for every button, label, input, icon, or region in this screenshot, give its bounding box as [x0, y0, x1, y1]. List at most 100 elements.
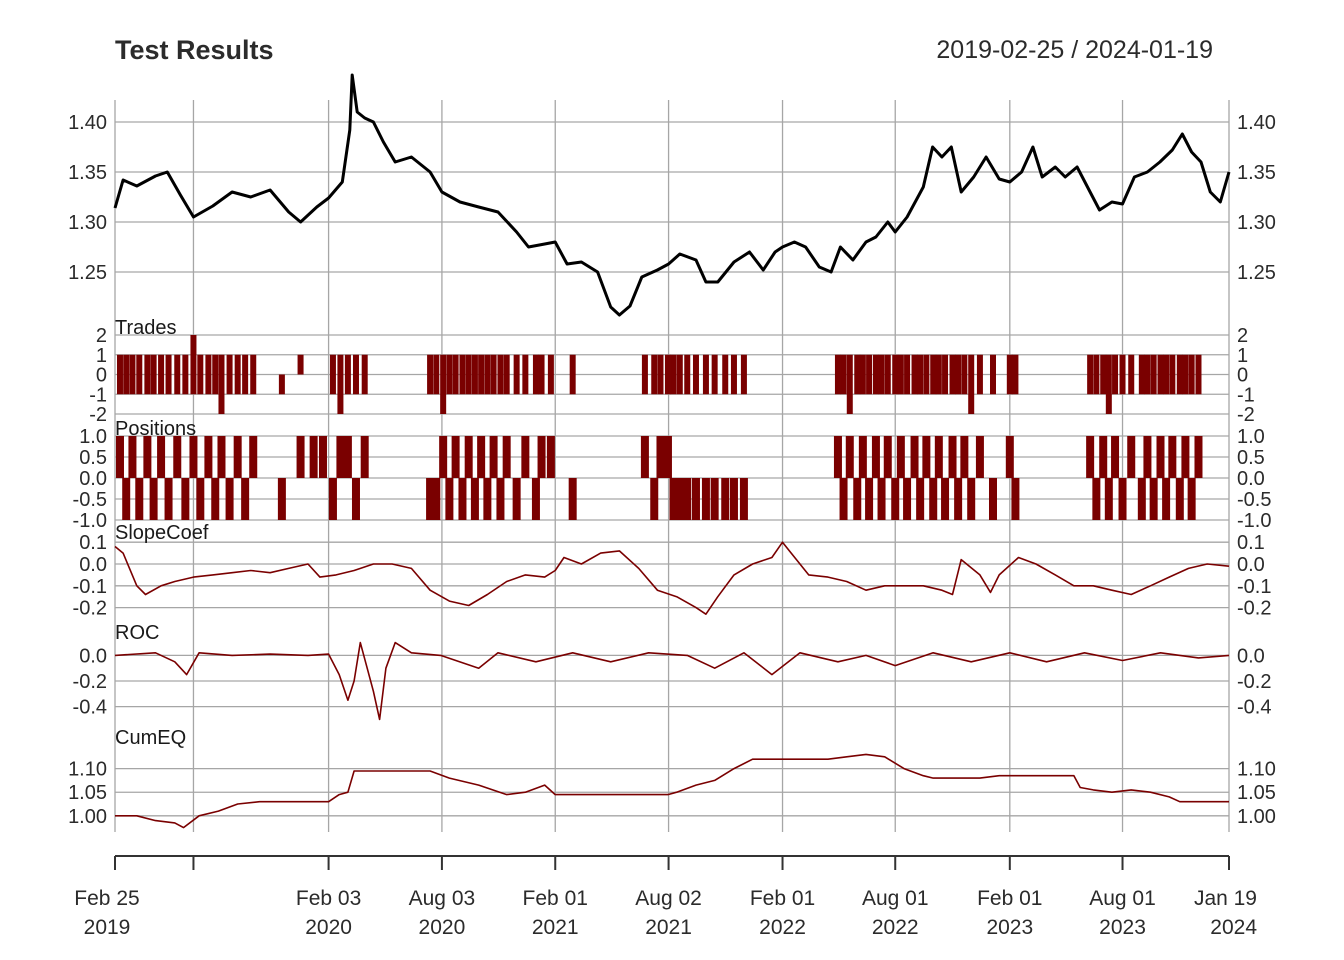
trade-bar [692, 374, 699, 395]
position-bar [181, 478, 190, 520]
trade-bar [226, 354, 233, 375]
position-bar [1099, 436, 1108, 478]
trade-bar [917, 374, 924, 395]
trade-bar [935, 374, 942, 395]
panel-label-trades: Trades [115, 317, 177, 339]
trade-bar [205, 354, 212, 375]
trade-bar [344, 374, 351, 395]
position-bar [967, 478, 976, 520]
position-bar [1181, 436, 1190, 478]
y-tick-label-right: 0.0 [1237, 554, 1265, 576]
trade-bar [446, 354, 453, 375]
trade-bar [433, 354, 440, 375]
trade-bar [1150, 374, 1157, 395]
trade-bar [1188, 374, 1195, 395]
trade-bar [904, 374, 911, 395]
trade-bar [471, 354, 478, 375]
series-line-slopecoef [114, 541, 1230, 616]
y-tick-label-right: 0.1 [1237, 532, 1265, 554]
trade-bar [361, 354, 368, 375]
trade-bar [897, 374, 904, 395]
x-tick-year: 2022 [759, 916, 806, 939]
trade-bar [440, 374, 447, 414]
y-tick-label-right: 1.35 [1237, 162, 1276, 184]
trade-bar [452, 354, 459, 375]
trade-bar [329, 374, 336, 395]
position-bar [211, 478, 220, 520]
position-bar [896, 436, 905, 478]
panel-label-slopecoef: SlopeCoef [115, 522, 209, 544]
position-bar [988, 478, 997, 520]
y-tick-label-left: -0.2 [73, 671, 107, 693]
trade-bar [955, 354, 962, 375]
position-bar [249, 436, 258, 478]
trade-bar [158, 354, 165, 375]
trade-bar [730, 354, 737, 375]
trade-bar [129, 374, 136, 395]
trade-bar [1176, 374, 1183, 395]
y-tick-label-right: -0.2 [1237, 598, 1271, 620]
trade-bar [465, 354, 472, 375]
y-tick-label-left: -0.4 [73, 697, 107, 719]
position-bar [296, 436, 305, 478]
trade-bar [1087, 354, 1094, 375]
x-tick-label: Feb 01 [977, 887, 1042, 910]
trade-bar [1163, 374, 1170, 395]
position-bar [853, 478, 862, 520]
trade-bar [190, 335, 197, 375]
x-tick-label: Jan 19 [1194, 887, 1257, 910]
position-bar [135, 478, 144, 520]
x-tick-year: 2020 [419, 916, 466, 939]
y-tick-label-left: -1 [89, 384, 107, 406]
y-tick-label-right: -2 [1237, 404, 1255, 426]
x-tick-year: 2021 [532, 916, 579, 939]
trade-bar [1144, 374, 1151, 395]
x-tick-label: Aug 02 [635, 887, 702, 910]
position-bar [318, 436, 327, 478]
trade-bar [1182, 354, 1189, 375]
trade-bar [676, 354, 683, 375]
position-bar [483, 478, 492, 520]
trade-bar [250, 374, 257, 395]
position-bar [975, 436, 984, 478]
position-bar [328, 478, 337, 520]
position-bar [458, 478, 467, 520]
position-bar [871, 436, 880, 478]
y-tick-label-left: 1.0 [79, 426, 107, 448]
trade-bar [218, 374, 225, 414]
trade-bar [329, 354, 336, 375]
trade-bar [923, 374, 930, 395]
trade-bar [129, 354, 136, 375]
y-tick-label-right: 1.30 [1237, 212, 1276, 234]
trade-bar [478, 374, 485, 395]
trade-bar [1138, 354, 1145, 375]
trade-bar [1195, 374, 1202, 395]
trade-bar [136, 354, 143, 375]
trade-bar [446, 374, 453, 395]
position-bar [669, 478, 678, 520]
trade-bar [692, 354, 699, 375]
trade-bar [664, 354, 671, 375]
trade-bar [722, 374, 729, 395]
trade-bar [955, 374, 962, 395]
position-bar [683, 478, 692, 520]
trade-bar [961, 354, 968, 375]
trade-bar [158, 374, 165, 395]
trade-bar [1119, 354, 1126, 375]
y-tick-label-left: 1 [96, 345, 107, 367]
position-bar [157, 436, 166, 478]
position-bar [1092, 478, 1101, 520]
trade-bar [174, 354, 181, 375]
trade-bar [484, 354, 491, 375]
trade-bar [670, 354, 677, 375]
position-bar [277, 478, 286, 520]
y-tick-label-right: -0.1 [1237, 576, 1271, 598]
panel-label-positions: Positions [115, 418, 196, 440]
y-tick-label-left: 0.0 [79, 468, 107, 490]
y-tick-label-left: 0.1 [79, 532, 107, 554]
position-bar [883, 436, 892, 478]
position-bar [546, 436, 555, 478]
trade-bar [942, 354, 949, 375]
trade-bar [144, 354, 151, 375]
trade-bar [968, 374, 975, 414]
